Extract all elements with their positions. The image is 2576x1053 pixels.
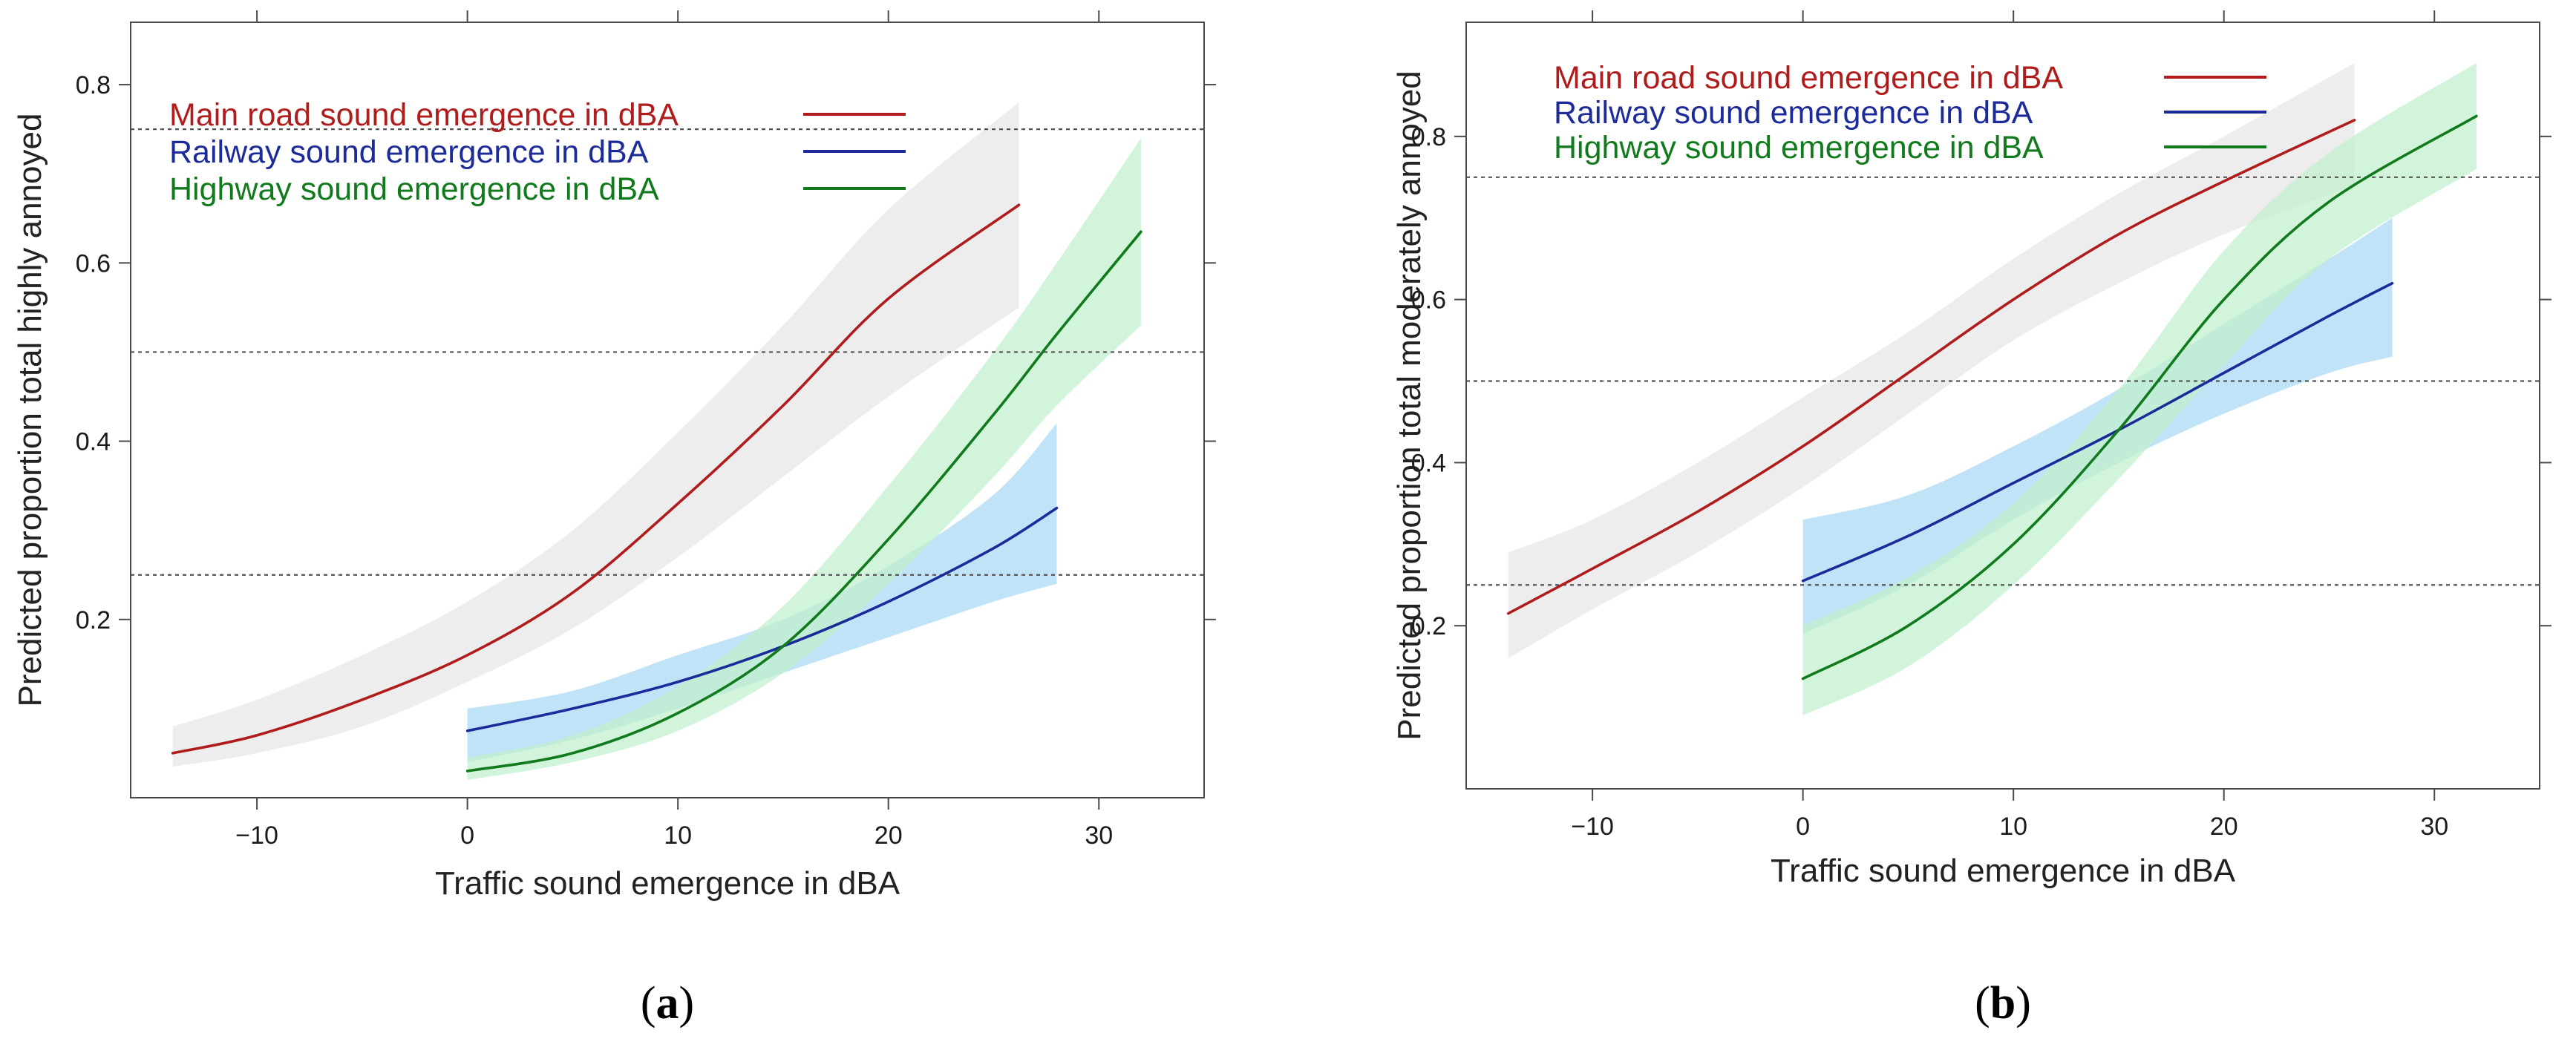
chart-b-svg: −10 0 10 20 30 0.2 0.4 0.6 0.8 Main road sound em… [1391, 10, 2552, 1029]
y-tick-label: 0.8 [1411, 123, 1446, 151]
y-tick-label: 0.4 [1411, 449, 1446, 477]
series-line-2 [1801, 281, 2394, 583]
y-axis-title: Predicted proportion total highly annoye… [12, 114, 48, 707]
legend-label-2: Railway sound emergence in dBA [1554, 95, 2033, 131]
y-tick-label: 0.2 [1411, 612, 1446, 640]
series-line-3 [1801, 114, 2478, 680]
plot-frame [130, 22, 1205, 798]
panel-a: −10 0 10 20 30 0.2 0.4 0.6 0.8 Main road sound em… [12, 10, 1216, 1029]
x-axis-title: Traffic sound emergence in dBA [435, 865, 900, 902]
series-line-1 [1506, 119, 2356, 615]
ci-band-3 [1802, 62, 2477, 716]
x-tick-label: −10 [235, 821, 278, 850]
legend-label-1: Main road sound emergence in dBA [1554, 60, 2063, 96]
x-tick-label: 30 [1085, 821, 1113, 850]
x-tick-label: 20 [875, 821, 903, 850]
plot-frame [1465, 22, 2540, 790]
x-tick-label: 0 [460, 821, 474, 850]
legend-label-3: Highway sound emergence in dBA [1554, 130, 2044, 165]
ci-band-1 [172, 102, 1019, 767]
ci-band-2 [467, 423, 1057, 762]
legend-label-3: Highway sound emergence in dBA [169, 171, 659, 207]
x-tick-label: 10 [1999, 813, 2027, 841]
x-tick-label: 20 [2210, 813, 2238, 841]
x-tick-label: 30 [2420, 813, 2448, 841]
chart-a-svg: −10 0 10 20 30 0.2 0.4 0.6 0.8 Main road sound em… [12, 10, 1216, 1029]
y-tick-label: 0.6 [1411, 286, 1446, 315]
y-tick-label: 0.2 [76, 606, 111, 634]
legend-label-1: Main road sound emergence in dBA [169, 97, 679, 133]
y-tick-label: 0.6 [76, 249, 111, 278]
x-tick-label: −10 [1571, 813, 1614, 841]
y-tick-label: 0.4 [76, 428, 111, 456]
panel-label: (b) [1975, 978, 2031, 1029]
y-axis-title: Predicted proportion total moderately an… [1391, 70, 1428, 741]
x-tick-label: 10 [664, 821, 692, 850]
x-tick-label: 0 [1796, 813, 1810, 841]
panel-label: (a) [641, 978, 694, 1029]
series-line-3 [465, 230, 1142, 772]
y-tick-label: 0.8 [76, 71, 111, 99]
series-line-1 [171, 203, 1021, 755]
x-axis-title: Traffic sound emergence in dBA [1771, 853, 2236, 889]
ci-band-1 [1508, 62, 2355, 659]
ci-band-3 [467, 138, 1141, 781]
legend-label-2: Railway sound emergence in dBA [169, 134, 649, 170]
panel-b: −10 0 10 20 30 0.2 0.4 0.6 0.8 Main road sound em… [1288, 0, 2576, 1053]
